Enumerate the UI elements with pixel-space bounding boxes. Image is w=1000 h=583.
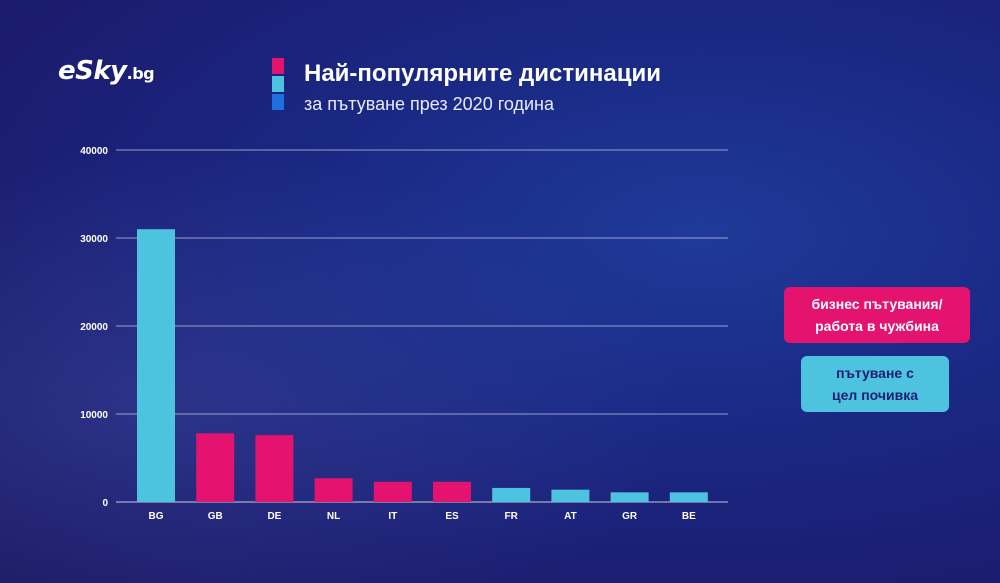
legend-business: бизнес пътувания/ работа в чужбина xyxy=(784,287,970,343)
legend-business-line2: работа в чужбина xyxy=(815,318,939,334)
accent-bar-pink xyxy=(272,58,284,74)
bar-bg xyxy=(137,229,175,502)
bar-es xyxy=(433,481,471,502)
label-layer: 0 10000 20000 30000 40000 BG GB DE NL IT ES FR AT GR B… xyxy=(80,146,696,522)
legend-business-line1: бизнес пътувания/ xyxy=(811,296,943,312)
x-tick-label: FR xyxy=(505,511,519,522)
y-tick-label: 20000 xyxy=(80,322,108,333)
bar-nl xyxy=(314,478,353,502)
x-tick-label: GB xyxy=(208,511,223,522)
accent-bar-cyan xyxy=(272,76,284,92)
bar-fr xyxy=(492,487,531,502)
legend-leisure: пътуване с цел почивка xyxy=(801,356,949,412)
y-tick-label: 0 xyxy=(102,498,108,509)
y-tick-label: 30000 xyxy=(80,234,108,245)
y-tick-label: 10000 xyxy=(80,410,108,421)
bar-it xyxy=(373,481,412,502)
legend-leisure-line2: цел почивка xyxy=(832,387,918,403)
bar-de xyxy=(255,435,294,502)
chart-subtitle: за пътуване през 2020 година xyxy=(304,94,554,114)
bar-be xyxy=(669,492,708,502)
bar-layer xyxy=(137,229,708,502)
x-tick-label: IT xyxy=(388,511,397,522)
y-tick-label: 40000 xyxy=(80,146,108,157)
bar-gb xyxy=(196,433,235,502)
logo-tld: .bg xyxy=(126,64,155,83)
x-tick-label: BE xyxy=(682,511,696,522)
accent-bar-blue xyxy=(272,94,284,110)
x-tick-label: BG xyxy=(149,511,164,522)
title-accent-bars xyxy=(272,58,284,112)
x-tick-label: ES xyxy=(445,511,459,522)
logo-text: eSky xyxy=(58,56,127,86)
x-tick-label: AT xyxy=(564,511,577,522)
x-tick-label: DE xyxy=(267,511,281,522)
x-tick-label: GR xyxy=(622,511,638,522)
bar-at xyxy=(551,489,590,502)
bar-gr xyxy=(610,492,649,502)
chart-title: Най-популярните дистинации xyxy=(304,60,661,87)
esky-logo: eSky.bg xyxy=(58,56,155,90)
x-tick-label: NL xyxy=(327,511,340,522)
legend-leisure-line1: пътуване с xyxy=(836,365,914,381)
